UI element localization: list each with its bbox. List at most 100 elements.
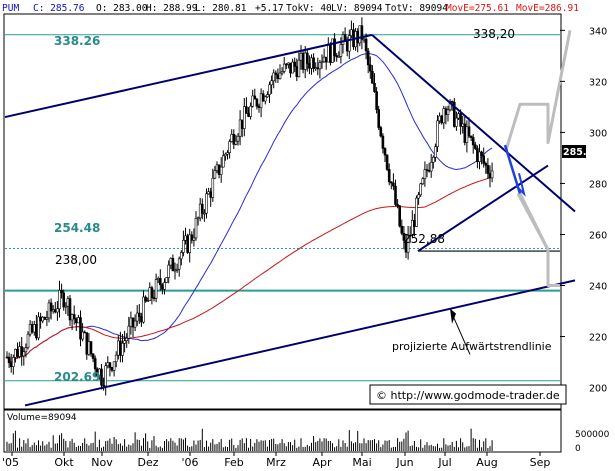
- candle-body: [448, 101, 452, 111]
- candle-body: [291, 61, 294, 74]
- x-axis: '05 Okt Nov Dez '06 Feb Mrz Apr Mai Jun Jul Aug Sep: [2, 452, 550, 469]
- candle-body: [457, 113, 460, 119]
- candle-body: [163, 282, 166, 290]
- candle-body: [7, 356, 11, 364]
- projected-trendline-label: projizierte Aufwärtstrendlinie: [392, 340, 552, 353]
- candle-body: [318, 62, 322, 70]
- level-label-254: 254.48: [54, 221, 100, 235]
- candle-body: [127, 325, 131, 339]
- candle-body: [75, 318, 78, 324]
- candle-body: [480, 151, 483, 157]
- candle-body: [26, 333, 30, 349]
- candle-body: [310, 57, 313, 69]
- candle-body: [421, 178, 425, 185]
- candle-body: [16, 349, 19, 357]
- y-tick-label: 300: [589, 128, 607, 139]
- candle-body: [211, 177, 215, 198]
- candle-body: [366, 50, 370, 66]
- candle-body: [47, 302, 51, 319]
- candle-body: [102, 384, 105, 387]
- candle-body: [173, 269, 177, 272]
- candle-body: [312, 57, 315, 69]
- x-tick-label: Feb: [224, 456, 243, 469]
- candle-body: [62, 292, 66, 308]
- candle-body: [341, 34, 345, 45]
- candle-body: [398, 205, 402, 227]
- candle-body: [299, 52, 303, 61]
- candle-body: [255, 98, 259, 107]
- candle-body: [476, 148, 479, 162]
- candle-body: [385, 154, 389, 170]
- candle-body: [289, 62, 292, 74]
- x-tick-label: Nov: [91, 456, 113, 469]
- candle-body: [196, 217, 200, 220]
- candle-body: [371, 70, 374, 84]
- candle-body: [272, 72, 276, 82]
- candle-body: [308, 63, 311, 69]
- candle-body: [138, 312, 141, 317]
- candle-body: [198, 203, 202, 219]
- candle-body: [35, 324, 38, 339]
- candle-body: [142, 296, 145, 323]
- candle-body: [358, 25, 362, 44]
- candle-body: [64, 305, 68, 308]
- candle-body: [337, 56, 341, 58]
- candle-body: [87, 341, 91, 355]
- candle-body: [347, 35, 351, 52]
- candle-body: [167, 264, 170, 278]
- candle-body: [175, 268, 179, 271]
- candle-body: [314, 67, 318, 69]
- candle-body: [194, 217, 198, 239]
- candle-body: [93, 358, 97, 370]
- candle-body: [406, 234, 410, 253]
- candle-body: [114, 354, 118, 363]
- candle-body: [368, 64, 372, 72]
- candle-body: [152, 297, 156, 299]
- low-label: L: 280.81: [195, 3, 247, 14]
- candle-body: [261, 93, 265, 102]
- candle-body: [247, 113, 250, 117]
- annotation-pointer-head: [450, 308, 456, 324]
- candle-body: [30, 324, 34, 333]
- candle-body: [66, 298, 70, 307]
- falling-resistance-line: [371, 34, 576, 213]
- candle-body: [259, 93, 263, 108]
- candle-body: [287, 62, 290, 65]
- close-label: C: 285.76: [33, 3, 85, 14]
- candle-body: [20, 346, 24, 357]
- candle-body: [91, 353, 95, 359]
- quote-header: PUM C: 285.76 O: 283.00 H: 288.99 L: 280…: [2, 3, 579, 14]
- candle-body: [56, 308, 59, 313]
- change-label: +5.17: [255, 3, 284, 14]
- projection-down-path: [516, 192, 560, 287]
- candle-body: [452, 102, 456, 127]
- copyright-box: © http://www.godmode-trader.de: [369, 384, 567, 405]
- move-a-label: MovE=275.61: [446, 3, 509, 14]
- candle-body: [339, 44, 343, 57]
- candle-body: [121, 342, 124, 356]
- candle-body: [150, 287, 154, 298]
- candle-body: [83, 331, 86, 334]
- candle-body: [236, 135, 240, 142]
- candle-body: [429, 161, 433, 172]
- candle-body: [230, 133, 233, 142]
- candle-body: [161, 284, 164, 290]
- candle-body: [392, 182, 395, 187]
- candle-body: [119, 340, 122, 356]
- candle-body: [226, 152, 229, 155]
- candle-body: [37, 316, 40, 339]
- candle-body: [148, 287, 152, 301]
- candle-body: [383, 148, 387, 156]
- candle-body: [303, 52, 307, 70]
- candle-body: [266, 94, 269, 98]
- candle-body: [49, 302, 53, 312]
- candle-body: [446, 109, 450, 115]
- candle-body: [186, 235, 189, 253]
- candle-body: [297, 59, 301, 78]
- candle-body: [410, 220, 414, 236]
- candle-body: [209, 191, 212, 198]
- candle-body: [484, 163, 488, 166]
- x-tick-label: Okt: [54, 456, 74, 469]
- candle-body: [329, 43, 332, 63]
- y-tick-label: 260: [589, 230, 607, 241]
